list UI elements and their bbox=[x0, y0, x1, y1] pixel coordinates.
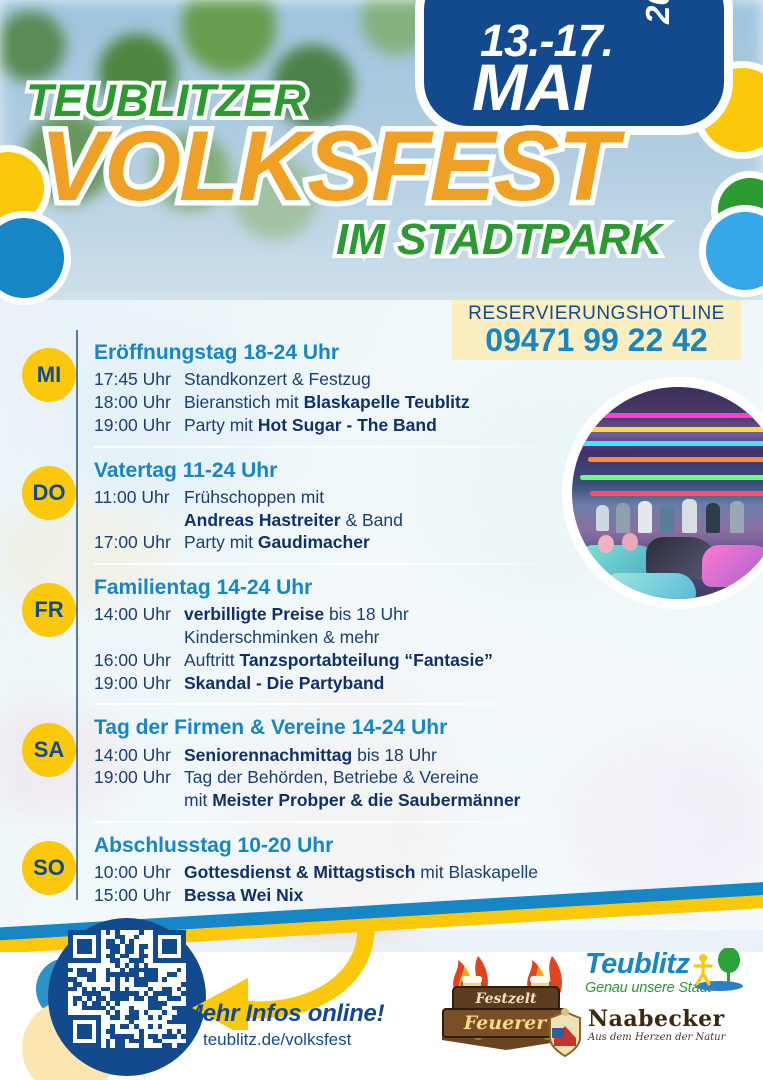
event-row: 14:00 Uhr verbilligte Preise bis 18 Uhr bbox=[94, 603, 763, 626]
day-events: 17:45 Uhr Standkonzert & Festzug 18:00 Uhr… bbox=[94, 368, 763, 436]
title-line-volksfest: VOLKSFEST bbox=[34, 110, 623, 221]
event-time: 14:00 Uhr bbox=[94, 604, 171, 625]
event-description: verbilligte Preise bis 18 Uhr bbox=[184, 604, 409, 625]
event-time: 11:00 Uhr bbox=[94, 486, 170, 507]
event-time: 16:00 Uhr bbox=[94, 649, 171, 670]
event-time bbox=[94, 789, 176, 812]
event-description: Kinderschminken & mehr bbox=[184, 627, 380, 647]
qr-code[interactable] bbox=[68, 930, 186, 1048]
event-row: Andreas Hastreiter & Band bbox=[94, 509, 763, 532]
event-time: 17:00 Uhr bbox=[94, 532, 171, 553]
hotline-label: RESERVIERUNGSHOTLINE bbox=[468, 303, 725, 324]
event-time: 18:00 Uhr bbox=[94, 392, 171, 412]
decor-circle-blue-left bbox=[0, 218, 64, 298]
day-heading: Abschlusstag 10-20 Uhr bbox=[94, 833, 334, 857]
title-line-teublitzer: TEUBLITZER bbox=[22, 74, 310, 127]
event-row: mit Meister Probper & die Saubermänner bbox=[94, 789, 763, 812]
day-events: 11:00 Uhr Frühschoppen mit Andreas Hastrei… bbox=[94, 486, 763, 554]
event-row: 19:00 Uhr Skandal - Die Partyband bbox=[94, 672, 763, 695]
event-description: Andreas Hastreiter & Band bbox=[184, 509, 403, 530]
schedule-day-sa: SA Tag der Firmen & Vereine 14-24 Uhr 14:0… bbox=[0, 715, 763, 823]
day-heading: Vatertag 11-24 Uhr bbox=[94, 458, 278, 482]
event-row: 15:00 Uhr Bessa Wei Nix bbox=[94, 884, 763, 907]
logo-naabecker: Naabecker Aus dem Herzen der Natur bbox=[549, 1006, 748, 1064]
decor-circle-lightblue-right bbox=[706, 212, 763, 290]
logo-teublitz-tagline: Genau unsere Stadt bbox=[585, 980, 712, 996]
event-description: Bieranstich mit Blaskapelle Teublitz bbox=[184, 392, 470, 412]
day-events: 10:00 Uhr Gottesdienst & Mittagstisch mit… bbox=[94, 861, 763, 907]
logo-naabecker-tagline: Aus dem Herzen der Natur bbox=[588, 1032, 726, 1043]
title-line-stadtpark: IM STADTPARK bbox=[332, 214, 666, 266]
schedule-divider bbox=[94, 820, 564, 823]
event-row: 16:00 Uhr Auftritt Tanzsportabteilung “Fa… bbox=[94, 649, 763, 672]
date-days: 13.-17. bbox=[480, 15, 614, 66]
day-badge-so: SO bbox=[22, 840, 76, 895]
date-badge: 13.-17. MAI 2026 bbox=[424, 0, 724, 126]
schedule-day-so: SO Abschlusstag 10-20 Uhr 10:00 Uhr Gottesd… bbox=[0, 833, 763, 907]
website-url[interactable]: teublitz.de/volksfest bbox=[203, 1030, 352, 1049]
event-description: Frühschoppen mit bbox=[184, 486, 325, 507]
date-month: MAI bbox=[472, 50, 591, 124]
day-badge-do: DO bbox=[22, 465, 76, 520]
event-time bbox=[94, 626, 176, 649]
event-row: 19:00 Uhr Tag der Behörden, Betriebe & Ve… bbox=[94, 766, 763, 789]
event-description: mit Meister Probper & die Saubermänner bbox=[184, 790, 521, 810]
event-description: Bessa Wei Nix bbox=[184, 884, 304, 905]
event-time: 19:00 Uhr bbox=[94, 414, 171, 435]
more-info-text: Mehr Infos online! bbox=[183, 1000, 385, 1027]
event-row: 19:00 Uhr Party mit Hot Sugar - The Band bbox=[94, 414, 763, 437]
event-description: Tag der Behörden, Betriebe & Vereine bbox=[184, 767, 479, 788]
day-heading: Tag der Firmen & Vereine 14-24 Uhr bbox=[94, 716, 448, 740]
event-time: 15:00 Uhr bbox=[94, 884, 171, 905]
day-badge-fr: FR bbox=[22, 583, 76, 637]
event-row: Kinderschminken & mehr bbox=[94, 626, 763, 649]
schedule-vertical-rule bbox=[76, 330, 78, 900]
logo-feuerer-line2: Feuerer bbox=[442, 1008, 568, 1038]
logo-naabecker-name: Naabecker bbox=[588, 1006, 725, 1032]
event-row: 10:00 Uhr Gottesdienst & Mittagstisch mit… bbox=[94, 861, 763, 884]
schedule-divider bbox=[94, 703, 564, 706]
day-heading: Familientag 14-24 Uhr bbox=[94, 576, 313, 599]
event-row: 17:45 Uhr Standkonzert & Festzug bbox=[94, 368, 763, 391]
schedule-divider bbox=[94, 445, 564, 448]
event-description: Party mit Gaudimacher bbox=[184, 532, 370, 553]
date-year: 2026 bbox=[639, 0, 677, 24]
event-description: Auftritt Tanzsportabteilung “Fantasie” bbox=[184, 649, 493, 670]
logo-teublitz: Teublitz Genau unsere Stadt bbox=[585, 948, 745, 1000]
curved-arrow-icon bbox=[170, 920, 390, 1038]
event-row: 18:00 Uhr Bieranstich mit Blaskapelle Teu… bbox=[94, 391, 763, 414]
event-description: Party mit Hot Sugar - The Band bbox=[184, 414, 437, 435]
event-time bbox=[94, 509, 176, 532]
event-description: Seniorennachmittag bis 18 Uhr bbox=[184, 744, 437, 765]
event-time: 19:00 Uhr bbox=[94, 767, 171, 788]
schedule-day-do: DO Vatertag 11-24 Uhr 11:00 Uhr Frühschoppe… bbox=[0, 458, 763, 565]
schedule-day-mi: MI Eröffnungstag 18-24 Uhr 17:45 Uhr Standk… bbox=[0, 340, 763, 448]
schedule-divider bbox=[94, 563, 564, 565]
reservation-hotline-box: RESERVIERUNGSHOTLINE 09471 99 22 42 bbox=[452, 300, 741, 360]
day-badge-mi: MI bbox=[22, 348, 76, 402]
event-description: Gottesdienst & Mittagstisch mit Blaskape… bbox=[184, 862, 538, 882]
event-time: 19:00 Uhr bbox=[94, 672, 171, 693]
event-row: 11:00 Uhr Frühschoppen mit bbox=[94, 486, 763, 509]
day-badge-sa: SA bbox=[22, 723, 76, 778]
day-events: 14:00 Uhr Seniorennachmittag bis 18 Uhr 19… bbox=[94, 744, 763, 812]
logo-teublitz-name: Teublitz bbox=[585, 948, 690, 980]
event-description: Standkonzert & Festzug bbox=[184, 369, 371, 390]
hotline-number[interactable]: 09471 99 22 42 bbox=[485, 322, 708, 358]
schedule-day-fr: FR Familientag 14-24 Uhr 14:00 Uhr verbilli… bbox=[0, 575, 763, 706]
logo-festzelt-feuerer: Festzelt Feuerer bbox=[438, 948, 574, 1052]
bumper-car-photo bbox=[572, 387, 763, 599]
event-time: 10:00 Uhr bbox=[94, 862, 171, 882]
event-row: 14:00 Uhr Seniorennachmittag bis 18 Uhr bbox=[94, 744, 763, 767]
event-time: 17:45 Uhr bbox=[94, 369, 171, 390]
day-events: 14:00 Uhr verbilligte Preise bis 18 Uhr Ki… bbox=[94, 603, 763, 694]
day-heading: Eröffnungstag 18-24 Uhr bbox=[94, 341, 340, 364]
event-row: 17:00 Uhr Party mit Gaudimacher bbox=[94, 531, 763, 554]
event-time: 14:00 Uhr bbox=[94, 744, 171, 765]
event-description: Skandal - Die Partyband bbox=[184, 672, 385, 693]
schedule-list: MI Eröffnungstag 18-24 Uhr 17:45 Uhr Standk… bbox=[0, 340, 763, 911]
logo-feuerer-line1: Festzelt bbox=[452, 986, 560, 1012]
